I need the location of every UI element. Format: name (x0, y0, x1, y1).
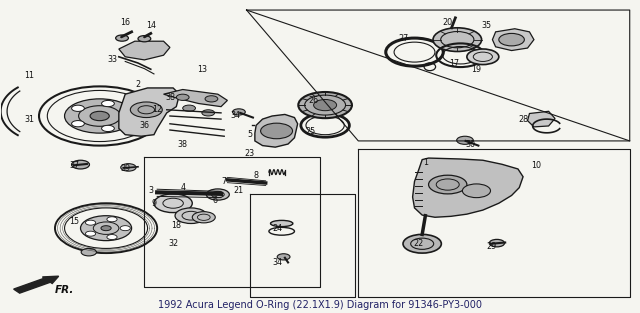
Text: 15: 15 (69, 218, 79, 226)
Circle shape (499, 33, 524, 46)
Circle shape (72, 121, 84, 127)
Text: 19: 19 (472, 65, 481, 74)
Circle shape (175, 208, 207, 223)
Text: 1992 Acura Legend O-Ring (22.1X1.9) Diagram for 91346-PY3-000: 1992 Acura Legend O-Ring (22.1X1.9) Diag… (158, 300, 482, 310)
Polygon shape (119, 41, 170, 60)
Text: 20: 20 (443, 18, 452, 27)
Circle shape (121, 164, 136, 171)
Text: 4: 4 (180, 183, 185, 192)
Circle shape (154, 194, 192, 213)
Text: 10: 10 (531, 161, 541, 170)
Circle shape (102, 100, 115, 107)
Text: 7: 7 (221, 177, 227, 186)
Text: 1: 1 (423, 158, 428, 167)
Circle shape (298, 92, 352, 118)
Text: 2: 2 (136, 80, 141, 89)
Circle shape (81, 249, 97, 256)
Text: 12: 12 (152, 105, 162, 114)
Text: 26: 26 (308, 96, 319, 105)
Circle shape (192, 212, 215, 223)
Text: 39: 39 (120, 164, 131, 173)
Circle shape (107, 234, 117, 239)
Circle shape (206, 189, 229, 200)
Text: 24: 24 (272, 224, 282, 233)
Circle shape (72, 105, 84, 111)
Circle shape (120, 226, 131, 231)
Text: 17: 17 (449, 59, 459, 68)
Text: 36: 36 (140, 121, 149, 130)
Circle shape (429, 175, 467, 194)
Circle shape (102, 125, 115, 131)
Circle shape (457, 136, 473, 144)
Polygon shape (164, 90, 227, 107)
Circle shape (205, 96, 218, 102)
Text: 28: 28 (518, 115, 528, 124)
Circle shape (232, 109, 245, 115)
Text: 38: 38 (165, 93, 175, 102)
Text: 5: 5 (247, 130, 252, 139)
Circle shape (90, 111, 109, 121)
Text: 25: 25 (305, 127, 316, 136)
FancyArrow shape (13, 276, 59, 293)
Circle shape (116, 35, 129, 41)
Ellipse shape (271, 220, 293, 227)
Text: 18: 18 (172, 221, 181, 229)
Text: 34: 34 (272, 258, 282, 267)
Circle shape (463, 184, 490, 198)
Text: 35: 35 (481, 21, 491, 30)
Text: 38: 38 (178, 140, 188, 149)
Polygon shape (413, 158, 523, 217)
Circle shape (260, 123, 292, 139)
Text: 16: 16 (120, 18, 130, 27)
Circle shape (131, 102, 163, 118)
Text: 21: 21 (233, 186, 243, 195)
Circle shape (176, 94, 189, 100)
Text: 27: 27 (398, 33, 408, 43)
Circle shape (107, 217, 117, 222)
Text: 11: 11 (24, 71, 35, 80)
Circle shape (138, 36, 151, 42)
Circle shape (81, 216, 132, 241)
Text: 31: 31 (24, 115, 35, 124)
Circle shape (277, 254, 290, 260)
Text: 30: 30 (465, 140, 475, 149)
Text: 3: 3 (148, 186, 153, 195)
Circle shape (314, 100, 337, 111)
Polygon shape (119, 88, 179, 136)
Text: 9: 9 (152, 199, 157, 208)
Text: 6: 6 (212, 196, 217, 205)
Circle shape (120, 113, 133, 119)
Circle shape (101, 226, 111, 231)
Text: 33: 33 (108, 55, 118, 64)
Circle shape (467, 49, 499, 64)
Text: 14: 14 (146, 21, 156, 30)
Text: 23: 23 (244, 149, 255, 158)
Polygon shape (492, 29, 534, 51)
Polygon shape (527, 111, 555, 127)
Circle shape (489, 239, 504, 247)
Circle shape (182, 105, 195, 111)
Text: 37: 37 (69, 161, 79, 170)
Circle shape (65, 99, 135, 133)
Text: 8: 8 (253, 171, 259, 180)
Circle shape (86, 220, 95, 225)
Text: 32: 32 (168, 239, 178, 248)
Text: 34: 34 (230, 111, 240, 121)
Circle shape (433, 28, 481, 51)
Circle shape (72, 160, 90, 169)
Circle shape (202, 110, 214, 116)
Circle shape (86, 231, 95, 236)
Text: 29: 29 (486, 242, 496, 251)
Polygon shape (255, 115, 298, 147)
Text: FR.: FR. (55, 285, 74, 295)
Text: 13: 13 (197, 65, 207, 74)
Circle shape (403, 234, 442, 253)
Text: 22: 22 (414, 239, 424, 248)
